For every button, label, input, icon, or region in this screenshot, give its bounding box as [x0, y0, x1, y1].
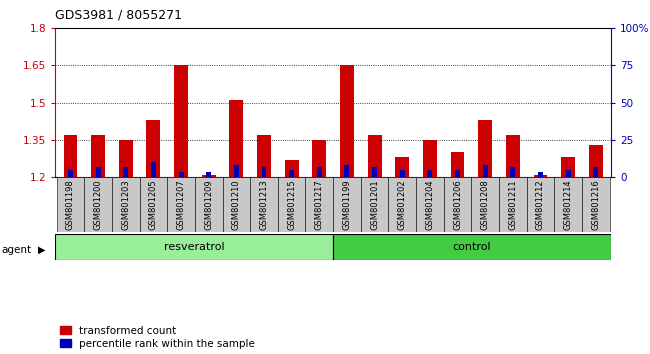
Bar	[554, 177, 582, 232]
Bar	[278, 177, 306, 232]
Text: GSM801208: GSM801208	[481, 180, 489, 230]
Bar	[234, 165, 239, 177]
Text: GSM801215: GSM801215	[287, 180, 296, 230]
Text: GSM801201: GSM801201	[370, 180, 379, 230]
Bar	[140, 177, 167, 232]
Bar	[400, 170, 405, 177]
Bar	[450, 152, 465, 177]
Text: control: control	[453, 242, 491, 252]
Bar	[483, 165, 488, 177]
Bar	[526, 177, 554, 232]
Text: GSM801217: GSM801217	[315, 180, 324, 230]
Text: resveratrol: resveratrol	[164, 242, 224, 252]
Text: GSM801203: GSM801203	[122, 180, 130, 230]
Bar	[340, 65, 354, 177]
Bar	[333, 177, 361, 232]
Bar	[368, 135, 382, 177]
Bar	[423, 140, 437, 177]
Text: GSM801209: GSM801209	[204, 180, 213, 230]
Bar	[444, 177, 471, 232]
Text: GSM801210: GSM801210	[232, 180, 241, 230]
Bar	[222, 177, 250, 232]
Text: GDS3981 / 8055271: GDS3981 / 8055271	[55, 9, 182, 22]
Bar	[68, 170, 73, 177]
Bar	[428, 170, 432, 177]
Bar	[538, 172, 543, 177]
Bar	[84, 177, 112, 232]
Text: GSM801216: GSM801216	[592, 180, 601, 230]
Bar	[64, 135, 77, 177]
Bar	[250, 177, 278, 232]
Bar	[534, 175, 547, 177]
Bar	[112, 177, 140, 232]
Bar	[395, 157, 409, 177]
Text: GSM801199: GSM801199	[343, 180, 352, 230]
Bar	[285, 160, 298, 177]
Text: GSM801206: GSM801206	[453, 180, 462, 230]
Bar	[455, 170, 460, 177]
Text: GSM801214: GSM801214	[564, 180, 573, 230]
Bar	[174, 65, 188, 177]
Bar	[593, 167, 598, 177]
Bar	[151, 162, 156, 177]
Bar	[317, 167, 322, 177]
Bar	[119, 140, 133, 177]
Bar	[361, 177, 389, 232]
Bar	[124, 167, 128, 177]
Bar	[257, 135, 271, 177]
Bar	[506, 135, 520, 177]
Bar	[179, 172, 183, 177]
Text: GSM801211: GSM801211	[508, 180, 517, 230]
Text: GSM801204: GSM801204	[425, 180, 434, 230]
Bar	[55, 234, 333, 260]
Bar	[372, 167, 377, 177]
Bar	[389, 177, 416, 232]
Legend: transformed count, percentile rank within the sample: transformed count, percentile rank withi…	[60, 326, 255, 349]
Text: agent: agent	[1, 245, 31, 255]
Bar	[416, 177, 444, 232]
Bar	[561, 157, 575, 177]
Bar	[195, 177, 222, 232]
Text: GSM801200: GSM801200	[94, 180, 103, 230]
Bar	[582, 177, 610, 232]
Bar	[206, 172, 211, 177]
Bar	[478, 120, 492, 177]
Bar	[344, 165, 350, 177]
Bar	[91, 135, 105, 177]
Bar	[589, 145, 603, 177]
Bar	[566, 170, 571, 177]
Text: GSM801213: GSM801213	[259, 180, 268, 230]
Bar	[167, 177, 195, 232]
Bar	[510, 167, 515, 177]
Bar	[333, 234, 611, 260]
Bar	[306, 177, 333, 232]
Text: GSM801207: GSM801207	[177, 180, 185, 230]
Bar	[289, 170, 294, 177]
Text: GSM801212: GSM801212	[536, 180, 545, 230]
Bar	[96, 167, 101, 177]
Bar	[261, 167, 266, 177]
Text: GSM801205: GSM801205	[149, 180, 158, 230]
Bar	[57, 177, 84, 232]
Bar	[146, 120, 161, 177]
Bar	[313, 140, 326, 177]
Bar	[202, 175, 216, 177]
Text: ▶: ▶	[38, 245, 46, 255]
Text: GSM801198: GSM801198	[66, 180, 75, 230]
Bar	[229, 100, 243, 177]
Bar	[499, 177, 526, 232]
Bar	[471, 177, 499, 232]
Text: GSM801202: GSM801202	[398, 180, 407, 230]
